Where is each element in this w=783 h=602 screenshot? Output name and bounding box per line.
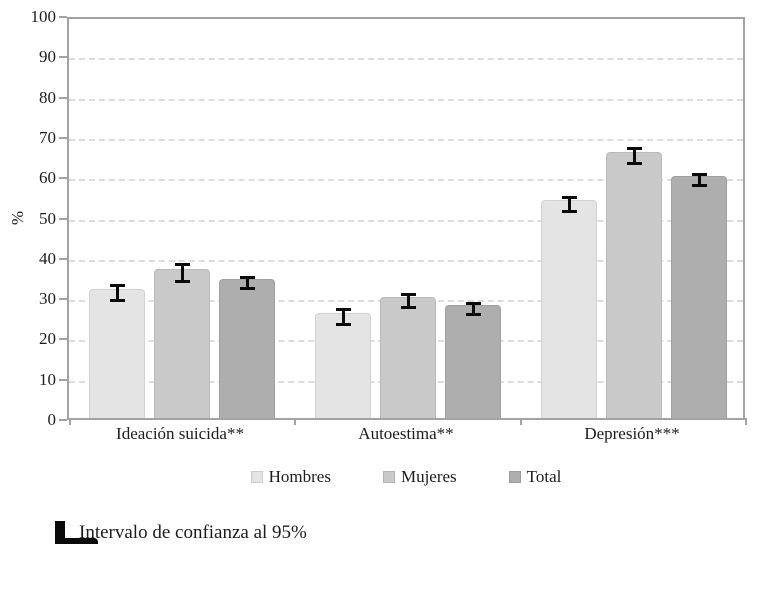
y-tick-label-100: 100 (30, 7, 57, 26)
y-tick-mark-0 (59, 419, 67, 421)
gridline-70 (69, 138, 743, 141)
category-label-1: Ideación suicida** (116, 424, 244, 443)
legend-item-total: Total (508, 467, 562, 487)
bar-mujeres-3 (606, 152, 662, 418)
error-bar-cap-bottom (335, 323, 351, 327)
legend-marker-hombres (250, 471, 263, 483)
error-bar-mujeres-1 (180, 263, 184, 283)
ci-caption: Intervalo de confianza al 95% (55, 521, 307, 544)
error-bar-cap-bottom (109, 299, 125, 303)
legend-marker-mujeres (382, 471, 395, 483)
x-tick-mark-2 (520, 418, 522, 425)
y-tick-mark-80 (59, 96, 67, 99)
bar-hombres-2 (315, 313, 371, 418)
gridline-80 (69, 98, 743, 101)
ci-icon-right-cap (60, 521, 65, 544)
y-tick-mark-70 (59, 136, 67, 139)
gridline-60 (69, 179, 743, 182)
y-tick-mark-50 (59, 217, 67, 220)
y-tick-label-90: 90 (39, 47, 56, 67)
error-bar-cap-top (109, 283, 125, 287)
y-tick-label-20: 20 (39, 329, 56, 349)
plot-area (67, 17, 747, 425)
error-bar-cap-bottom (691, 184, 707, 188)
ci-icon-left-cap (55, 521, 60, 544)
gridline-40 (69, 259, 743, 262)
error-bar-total-1 (245, 276, 249, 290)
x-tick-mark-1 (294, 418, 296, 425)
y-tick-label-0: 0 (47, 410, 57, 429)
error-bar-hombres-2 (341, 307, 345, 327)
y-tick-mark-40 (59, 257, 67, 260)
error-bar-cap-bottom (465, 313, 481, 316)
error-bar-cap-bottom (400, 305, 416, 309)
y-tick-mark-30 (59, 298, 67, 301)
error-bar-cap-top (174, 263, 190, 267)
bar-hombres-1 (89, 289, 145, 418)
error-bar-mujeres-3 (632, 147, 636, 165)
y-tick-label-30: 30 (39, 289, 56, 309)
y-tick-mark-10 (59, 378, 67, 381)
error-bar-cap-top (335, 307, 351, 311)
error-bar-hombres-1 (115, 283, 119, 303)
error-bar-cap-top (465, 302, 481, 306)
error-bar-cap-top (561, 195, 577, 199)
bar-total-1 (219, 278, 275, 418)
confidence-interval-icon (55, 521, 98, 544)
bar-hombres-3 (541, 200, 597, 418)
ci-caption-text: Intervalo de confianza al 95% (79, 521, 307, 543)
x-tick-mark-3 (745, 418, 747, 425)
y-tick-label-50: 50 (39, 208, 56, 228)
gridline-50 (69, 219, 743, 222)
error-bar-cap-bottom (626, 161, 642, 165)
gridline-90 (69, 58, 743, 61)
error-bar-mujeres-2 (406, 293, 410, 309)
legend-label-hombres: Hombres (268, 467, 331, 486)
legend-marker-total (508, 471, 521, 483)
error-bar-cap-top (691, 172, 707, 176)
x-tick-mark-0 (69, 418, 71, 425)
bar-total-3 (671, 176, 727, 418)
error-bar-cap-bottom (561, 210, 577, 214)
legend-label-mujeres: Mujeres (400, 467, 457, 486)
y-tick-label-80: 80 (39, 87, 56, 107)
error-bar-cap-top (400, 293, 416, 297)
bar-total-2 (445, 305, 501, 418)
bar-mujeres-1 (154, 268, 210, 418)
legend: Hombres Mujeres Total (67, 467, 745, 487)
category-label-2: Autoestima** (358, 424, 454, 443)
y-tick-label-40: 40 (39, 248, 56, 268)
error-bar-total-3 (697, 172, 701, 188)
y-tick-label-10: 10 (39, 369, 56, 389)
error-bar-cap-bottom (174, 279, 190, 283)
error-bar-cap-bottom (239, 286, 255, 290)
legend-item-mujeres: Mujeres (382, 467, 457, 487)
y-tick-mark-60 (59, 177, 67, 180)
y-tick-mark-20 (59, 338, 67, 341)
legend-item-hombres: Hombres (250, 467, 331, 487)
y-tick-mark-100 (59, 16, 67, 18)
y-tick-label-70: 70 (39, 127, 56, 147)
error-bar-hombres-3 (567, 195, 571, 214)
error-bar-cap-top (239, 276, 255, 280)
y-tick-label-60: 60 (39, 168, 56, 188)
error-bar-total-2 (471, 302, 475, 316)
bar-mujeres-2 (380, 297, 436, 418)
y-tick-mark-90 (59, 56, 67, 59)
legend-label-total: Total (526, 467, 562, 486)
ci-icon-bar (55, 538, 98, 544)
category-label-3: Depresión*** (584, 424, 680, 443)
error-bar-cap-top (626, 147, 642, 151)
